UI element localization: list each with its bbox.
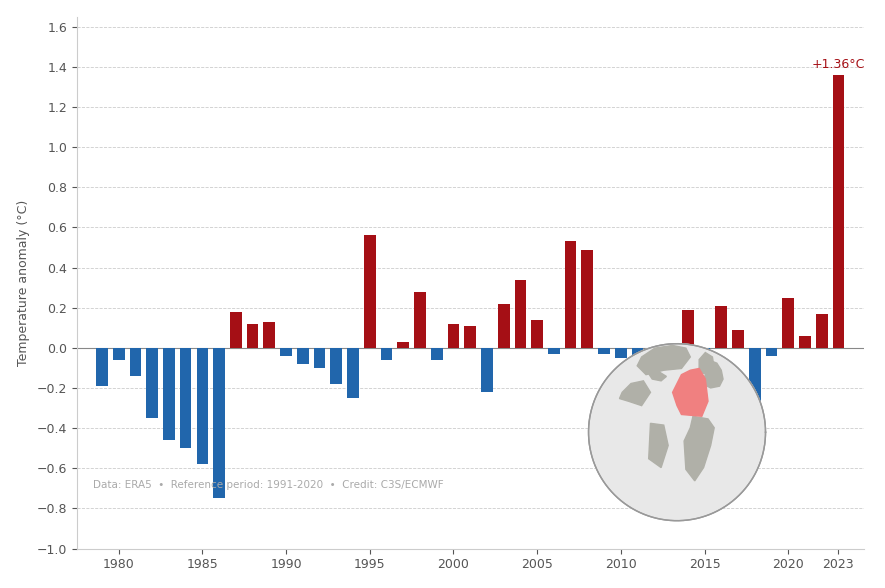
Polygon shape <box>702 362 723 388</box>
Polygon shape <box>589 343 766 521</box>
Polygon shape <box>699 353 714 375</box>
Bar <box>715 306 727 348</box>
Bar <box>330 348 342 384</box>
Bar <box>782 298 794 348</box>
Bar <box>749 348 760 432</box>
Bar <box>766 348 777 356</box>
Bar <box>799 336 811 348</box>
Bar <box>465 326 476 348</box>
Bar <box>448 324 459 348</box>
Bar <box>581 249 593 348</box>
Bar <box>666 348 677 362</box>
Bar <box>531 320 543 348</box>
Bar <box>112 348 125 360</box>
Bar <box>264 322 275 348</box>
Polygon shape <box>620 381 650 406</box>
Bar <box>213 348 225 499</box>
Bar <box>196 348 208 465</box>
Bar <box>414 292 426 348</box>
Bar <box>96 348 108 386</box>
Bar <box>163 348 174 440</box>
Bar <box>548 348 559 354</box>
Bar <box>481 348 493 392</box>
Bar <box>364 235 375 348</box>
Bar <box>698 348 711 368</box>
Text: Data: ERA5  •  Reference period: 1991-2020  •  Credit: C3S/ECMWF: Data: ERA5 • Reference period: 1991-2020… <box>93 480 443 490</box>
Bar <box>297 348 309 364</box>
Bar <box>565 242 576 348</box>
Text: +1.36°C: +1.36°C <box>812 58 866 71</box>
Bar <box>313 348 326 368</box>
Bar <box>146 348 158 418</box>
Bar <box>397 342 409 348</box>
Bar <box>497 304 510 348</box>
Bar <box>431 348 442 360</box>
Polygon shape <box>673 369 708 416</box>
Bar <box>615 348 627 358</box>
Bar <box>632 348 643 408</box>
Bar <box>514 280 527 348</box>
Bar <box>230 312 242 348</box>
Bar <box>247 324 258 348</box>
Polygon shape <box>649 372 666 381</box>
Bar <box>381 348 392 360</box>
Bar <box>833 75 844 348</box>
Polygon shape <box>637 346 690 375</box>
Bar <box>347 348 359 398</box>
Polygon shape <box>649 423 668 467</box>
Bar <box>281 348 292 356</box>
Y-axis label: Temperature anomaly (°C): Temperature anomaly (°C) <box>17 199 30 366</box>
Polygon shape <box>684 416 714 481</box>
Bar <box>598 348 610 354</box>
Bar <box>649 348 660 404</box>
Bar <box>732 330 744 348</box>
Bar <box>816 314 827 348</box>
Bar <box>180 348 191 448</box>
Bar <box>129 348 142 376</box>
Bar <box>682 310 694 348</box>
